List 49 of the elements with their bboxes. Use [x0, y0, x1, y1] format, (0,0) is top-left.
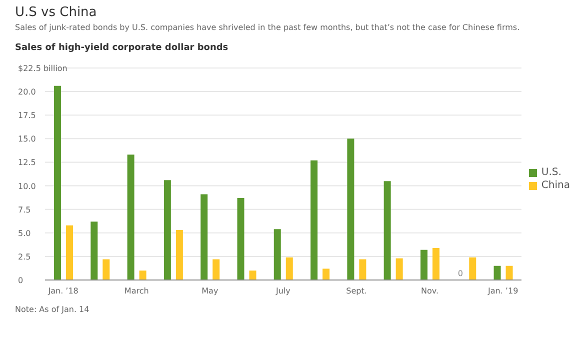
bar: [432, 248, 440, 280]
bar: [469, 257, 476, 280]
bar: [420, 250, 428, 280]
x-tick-label: March: [124, 286, 149, 296]
bar: [322, 268, 330, 280]
bar: [66, 225, 73, 280]
text: Note: As of Jan. 14: [15, 305, 90, 314]
bar: [176, 230, 183, 280]
bar: [359, 259, 366, 280]
y-tick-label: 10.0: [18, 182, 36, 191]
bar: [494, 266, 501, 280]
y-tick-label: 15.0: [18, 134, 36, 144]
bar: [286, 257, 293, 280]
x-tick-label: July: [275, 286, 291, 296]
data-label: 0: [458, 269, 463, 278]
chart-title: U.S vs China: [15, 5, 97, 20]
y-tick-label: 12.5: [18, 158, 36, 168]
text: Sales of high-yield corporate dollar bonds: [15, 43, 228, 53]
legend-label: U.S.: [541, 167, 562, 178]
bar: [506, 266, 513, 280]
bar: [249, 270, 256, 280]
legend-label: China: [541, 180, 570, 191]
bar: [347, 138, 354, 280]
bar: [384, 181, 391, 280]
bar: [274, 229, 281, 280]
bar: [237, 198, 244, 280]
x-tick-label: Sept.: [346, 286, 367, 296]
y-tick-label: 20.0: [18, 88, 36, 97]
bar: [200, 194, 208, 280]
x-tick-label: Jan. ’18: [47, 286, 78, 296]
y-tick-label: 17.5: [18, 111, 36, 120]
bar: [310, 160, 318, 280]
bar: [139, 270, 146, 280]
bar: [54, 86, 61, 280]
x-tick-label: May: [202, 286, 218, 296]
bar: [127, 154, 134, 280]
y-tick-label: 5.0: [18, 228, 31, 238]
bar: [102, 259, 110, 280]
bar: [212, 259, 220, 280]
y-tick-label: $22.5 billion: [18, 64, 68, 73]
bar: [90, 222, 98, 280]
x-tick-label: Nov.: [421, 286, 439, 296]
y-tick-label: 0: [18, 276, 24, 285]
bar: [164, 180, 171, 280]
y-tick-label: 7.5: [18, 205, 31, 214]
x-tick-label: Jan. ’19: [487, 286, 518, 296]
y-tick-label: 2.5: [18, 252, 31, 262]
bar: [396, 258, 403, 280]
chart-subtitle: Sales of junk-rated bonds by U.S. companies have shriveled in the past few months, but that’s not the case for Chinese firms.: [15, 23, 520, 32]
